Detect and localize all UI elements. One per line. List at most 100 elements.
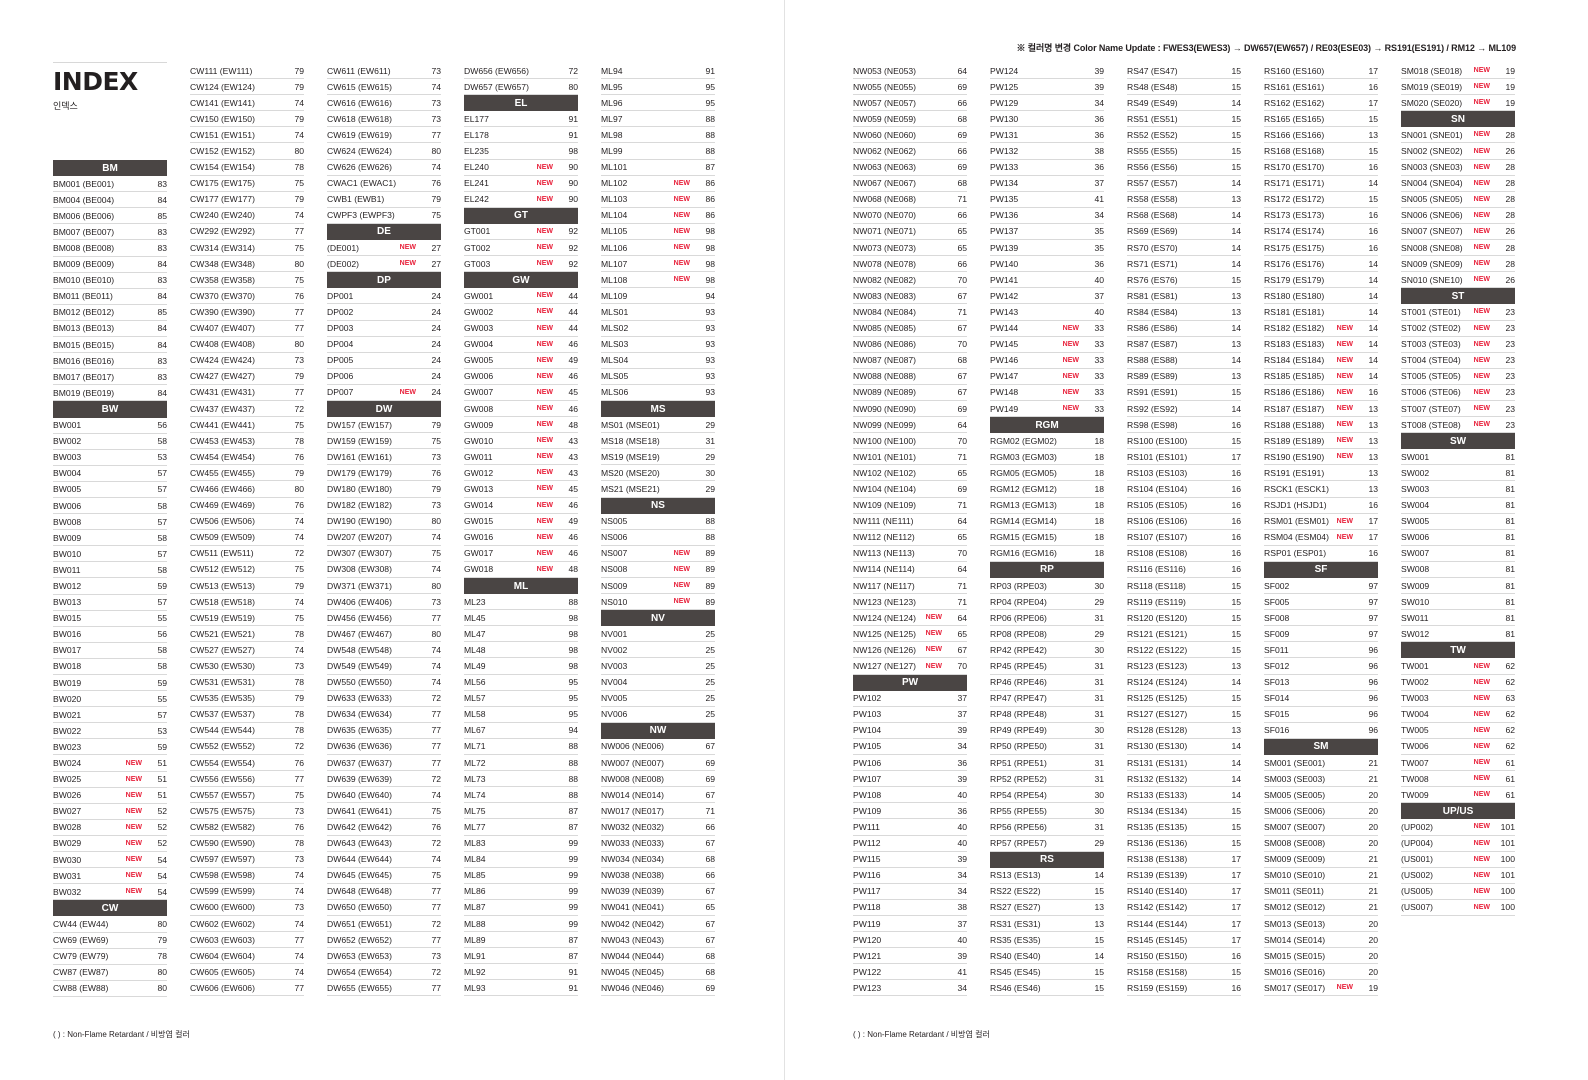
color-code: CW469 (EW469) xyxy=(190,500,255,511)
page-number: 15 xyxy=(1231,628,1241,639)
index-entry: NW123 (NE123) 71 xyxy=(853,594,967,611)
index-entry: SW008 81 xyxy=(1401,562,1515,578)
page-number: 65 xyxy=(957,532,967,543)
page-number: 69 xyxy=(957,81,967,92)
page-number: 15 xyxy=(1231,81,1241,92)
index-entry: RS135 (ES135) 15 xyxy=(1127,819,1241,836)
page-number: 25 xyxy=(705,693,715,704)
page-number: 89 xyxy=(705,548,715,559)
index-entry: CW506 (EW506) 74 xyxy=(190,514,304,530)
index-entry: SN002 (SNE02) NEW 26 xyxy=(1401,143,1515,160)
section-header: RS xyxy=(990,851,1104,868)
section-header: DP xyxy=(327,272,441,289)
index-entry: TW009 NEW 61 xyxy=(1401,787,1515,804)
color-code: RS127 (ES127) xyxy=(1127,709,1188,720)
page-number: 24 xyxy=(431,306,441,317)
index-entry: RS116 (ES116) 16 xyxy=(1127,562,1241,578)
page-number: 97 xyxy=(1368,628,1378,639)
index-entry: RS186 (ES186) NEW 16 xyxy=(1264,385,1378,401)
index-entry: ML56 95 xyxy=(464,675,578,691)
page-number: 74 xyxy=(431,162,441,173)
color-code: SF005 xyxy=(1264,596,1290,607)
color-code: CW599 (EW599) xyxy=(190,886,255,897)
index-entry: (US007) NEW 100 xyxy=(1401,900,1515,916)
index-entry: NW055 (NE055) 69 xyxy=(853,79,967,96)
page-number: 14 xyxy=(1231,741,1241,752)
color-code: SW001 xyxy=(1401,451,1430,462)
index-entry: MS20 (MSE20) 30 xyxy=(601,465,715,482)
index-entry: ML91 87 xyxy=(464,948,578,965)
page-number: 87 xyxy=(568,934,578,945)
color-code: BW008 xyxy=(53,516,82,527)
index-entry: BM004 (BE004) 84 xyxy=(53,192,167,209)
color-code: CW519 (EW519) xyxy=(190,612,255,623)
index-entry: CW469 (EW469) 76 xyxy=(190,498,304,514)
page-number: 25 xyxy=(705,661,715,672)
index-column: PW124 39 PW125 39 PW129 34 PW130 36 PW131 36 PW132… xyxy=(990,63,1104,997)
page-number: 16 xyxy=(1231,500,1241,511)
index-entry: PW106 36 xyxy=(853,755,967,772)
new-badge: NEW xyxy=(1473,67,1490,75)
page-number: 81 xyxy=(1505,532,1515,543)
index-entry: SF002 97 xyxy=(1264,578,1378,595)
page-number: 18 xyxy=(1094,532,1104,543)
index-entry: DW207 (EW207) 74 xyxy=(327,530,441,546)
color-code: DW467 (EW467) xyxy=(327,628,392,639)
index-entry: CW554 (EW554) 76 xyxy=(190,755,304,772)
color-code: SW008 xyxy=(1401,564,1430,575)
page-number: 25 xyxy=(705,709,715,720)
page-number: 13 xyxy=(1231,371,1241,382)
color-code: RS92 (ES92) xyxy=(1127,403,1178,414)
color-code: GT003 xyxy=(464,258,491,269)
index-entry: EL240 NEW 90 xyxy=(464,160,578,176)
page-number: 75 xyxy=(431,548,441,559)
color-code: CWAC1 (EWAC1) xyxy=(327,178,397,189)
page-number: 88 xyxy=(568,741,578,752)
page-number: 66 xyxy=(957,146,967,157)
new-badge: NEW xyxy=(1473,903,1490,911)
color-code: SM018 (SE018) xyxy=(1401,65,1463,76)
page-number: 14 xyxy=(1368,306,1378,317)
index-entry: CW466 (EW466) 80 xyxy=(190,481,304,498)
page-number: 23 xyxy=(1505,387,1515,398)
page-number: 81 xyxy=(1505,500,1515,511)
index-entry: CW619 (EW619) 77 xyxy=(327,127,441,144)
page-number: 93 xyxy=(705,355,715,366)
page-number: 13 xyxy=(1368,129,1378,140)
color-code: PW135 xyxy=(990,194,1019,205)
color-code: DP001 xyxy=(327,290,354,301)
page-number: 73 xyxy=(294,854,304,865)
index-entry: PW148 NEW 33 xyxy=(990,385,1104,401)
color-code: RS88 (ES88) xyxy=(1127,355,1178,366)
page-number: 74 xyxy=(294,532,304,543)
index-entry: RS98 (ES98) 16 xyxy=(1127,417,1241,434)
index-entry: SN006 (SNE06) NEW 28 xyxy=(1401,208,1515,224)
page-number: 52 xyxy=(157,822,167,833)
new-badge: NEW xyxy=(1336,324,1353,332)
color-code: GW009 xyxy=(464,419,494,430)
color-code: PW124 xyxy=(990,65,1019,76)
section-header: SW xyxy=(1401,433,1515,450)
page-number: 48 xyxy=(568,419,578,430)
color-code: RS27 (ES27) xyxy=(990,902,1041,913)
color-code: (US001) xyxy=(1401,854,1433,865)
color-code: NW084 (NE084) xyxy=(853,306,917,317)
index-entry: RP54 (RPE54) 30 xyxy=(990,787,1104,804)
index-entry: RS131 (ES131) 14 xyxy=(1127,755,1241,772)
color-code: CW437 (EW437) xyxy=(190,403,255,414)
index-entry: BM009 (BE009) 84 xyxy=(53,257,167,273)
index-entry: GT003 NEW 92 xyxy=(464,256,578,273)
new-badge: NEW xyxy=(673,582,690,590)
page-number: 101 xyxy=(1500,838,1515,849)
page-number: 69 xyxy=(705,773,715,784)
index-entry: RS123 (ES123) 13 xyxy=(1127,658,1241,675)
index-entry: SN003 (SNE03) NEW 28 xyxy=(1401,160,1515,176)
color-code: MLS01 xyxy=(601,306,629,317)
page-number: 29 xyxy=(1094,838,1104,849)
index-entry: NW042 (NE042) 67 xyxy=(601,916,715,933)
color-code: NW044 (NE044) xyxy=(601,950,665,961)
index-entry: SN008 (SNE08) NEW 28 xyxy=(1401,240,1515,257)
page-number: 78 xyxy=(294,725,304,736)
color-code: ML84 xyxy=(464,854,486,865)
page-number: 17 xyxy=(1368,516,1378,527)
